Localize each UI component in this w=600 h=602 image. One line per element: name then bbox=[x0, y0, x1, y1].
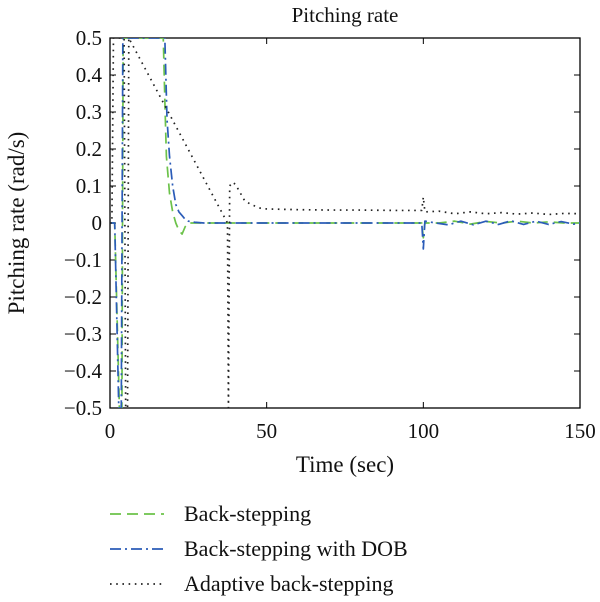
y-axis-label: Pitching rate (rad/s) bbox=[4, 132, 29, 315]
y-tick-label: 0.5 bbox=[76, 26, 102, 50]
series-line-2 bbox=[110, 38, 580, 408]
x-tick-label: 150 bbox=[564, 419, 596, 443]
y-tick-label: −0.2 bbox=[64, 285, 102, 309]
y-tick-label: −0.1 bbox=[64, 248, 102, 272]
y-tick-label: 0.1 bbox=[76, 174, 102, 198]
legend-label-3: Adaptive back-stepping bbox=[184, 571, 394, 596]
x-axis-label: Time (sec) bbox=[296, 452, 394, 477]
y-tick-label: 0.2 bbox=[76, 137, 102, 161]
plot-area: 0 50 100 150 −0.5 −0.4 −0.3 −0.2 −0.1 0 0.1 0.2 0.3 0… bbox=[64, 26, 596, 443]
legend-label-2: Back-stepping with DOB bbox=[184, 536, 408, 561]
y-tick-label: −0.3 bbox=[64, 322, 102, 346]
x-tick-label: 100 bbox=[408, 419, 440, 443]
series-line-3 bbox=[110, 38, 580, 408]
x-tick-label: 50 bbox=[256, 419, 277, 443]
axis-ticks: 0 50 100 150 −0.5 −0.4 −0.3 −0.2 −0.1 0 0.1 0.2 0.3 0… bbox=[64, 26, 596, 443]
y-tick-label: 0.4 bbox=[76, 63, 103, 87]
legend: Back-stepping Back-stepping with DOB Adapt… bbox=[110, 501, 408, 596]
y-tick-label: −0.4 bbox=[64, 359, 103, 383]
series-lines bbox=[110, 38, 580, 408]
y-tick-label: −0.5 bbox=[64, 396, 102, 420]
y-tick-label: 0 bbox=[92, 211, 103, 235]
chart-title: Pitching rate bbox=[292, 3, 399, 27]
legend-label-1: Back-stepping bbox=[184, 501, 311, 526]
x-tick-label: 0 bbox=[105, 419, 116, 443]
y-tick-label: 0.3 bbox=[76, 100, 102, 124]
